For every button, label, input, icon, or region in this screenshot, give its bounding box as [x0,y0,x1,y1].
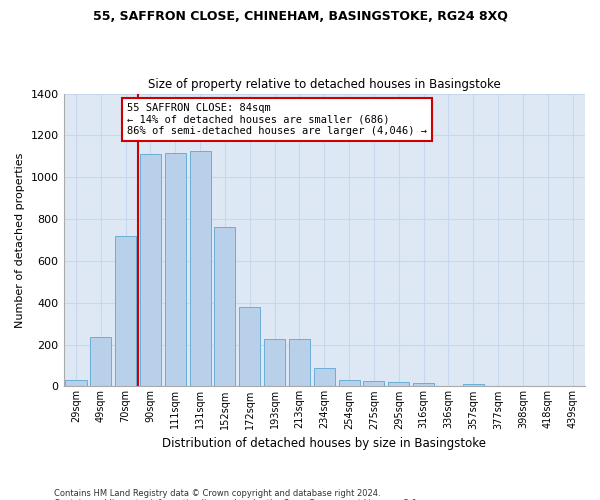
Bar [364,381,385,386]
Bar [388,382,409,386]
Bar [165,153,186,386]
Bar [338,380,359,386]
Bar [239,307,260,386]
Bar [214,228,235,386]
Bar [190,151,211,386]
Text: Contains public sector information licensed under the Open Government Licence v3: Contains public sector information licen… [54,498,419,500]
Bar [264,340,285,386]
Text: 55 SAFFRON CLOSE: 84sqm
← 14% of detached houses are smaller (686)
86% of semi-d: 55 SAFFRON CLOSE: 84sqm ← 14% of detache… [127,103,427,136]
Y-axis label: Number of detached properties: Number of detached properties [15,152,25,328]
X-axis label: Distribution of detached houses by size in Basingstoke: Distribution of detached houses by size … [162,437,486,450]
Text: Contains HM Land Registry data © Crown copyright and database right 2024.: Contains HM Land Registry data © Crown c… [54,488,380,498]
Bar [314,368,335,386]
Bar [289,340,310,386]
Bar [115,236,136,386]
Bar [90,337,112,386]
Bar [140,154,161,386]
Bar [65,380,86,386]
Bar [463,384,484,386]
Bar [413,384,434,386]
Title: Size of property relative to detached houses in Basingstoke: Size of property relative to detached ho… [148,78,500,91]
Text: 55, SAFFRON CLOSE, CHINEHAM, BASINGSTOKE, RG24 8XQ: 55, SAFFRON CLOSE, CHINEHAM, BASINGSTOKE… [92,10,508,23]
